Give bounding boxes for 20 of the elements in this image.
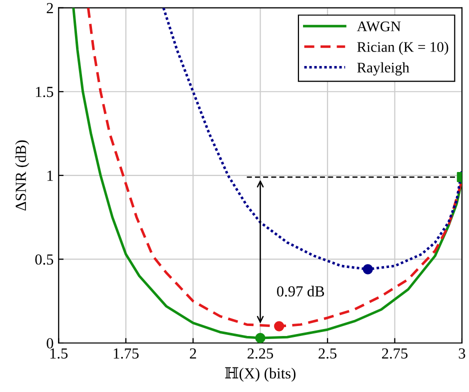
y-tick-label: 0 — [46, 338, 54, 348]
x-tick-label: 2 — [190, 348, 196, 358]
y-tick-label: 2 — [46, 3, 53, 14]
point — [362, 264, 373, 274]
y-tick-label: 1 — [47, 170, 53, 181]
point — [255, 332, 266, 343]
annotation: 0.97 dB — [277, 286, 324, 297]
y-axis-title: ΔSNR (dB) — [15, 140, 30, 211]
y-tick-label: 1.5 — [36, 86, 54, 98]
point — [274, 321, 284, 332]
x-tick-label: 3 — [458, 348, 466, 359]
x-axis-title: ℍ(X) (bits) — [225, 367, 296, 382]
x-tick-label: 2.75 — [382, 348, 408, 359]
x-tick-label: 2.25 — [248, 348, 274, 359]
y-tick-label: 0.5 — [35, 254, 54, 265]
legend-label: AWGN — [356, 22, 401, 32]
legend-label: Rician (K = 10) — [357, 42, 448, 55]
x-tick-label: 2.5 — [318, 348, 336, 359]
legend-label: Rayleigh — [357, 62, 410, 76]
x-tick-label: 1.75 — [114, 348, 139, 359]
